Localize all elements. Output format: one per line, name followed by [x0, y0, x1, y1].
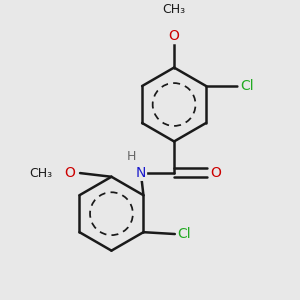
Text: O: O [64, 166, 75, 180]
Text: O: O [169, 29, 179, 43]
Text: Cl: Cl [240, 79, 253, 93]
Text: CH₃: CH₃ [163, 3, 186, 16]
Text: Cl: Cl [177, 227, 191, 241]
Text: CH₃: CH₃ [30, 167, 53, 180]
Text: N: N [136, 166, 146, 180]
Text: H: H [127, 150, 136, 163]
Text: O: O [210, 166, 221, 180]
